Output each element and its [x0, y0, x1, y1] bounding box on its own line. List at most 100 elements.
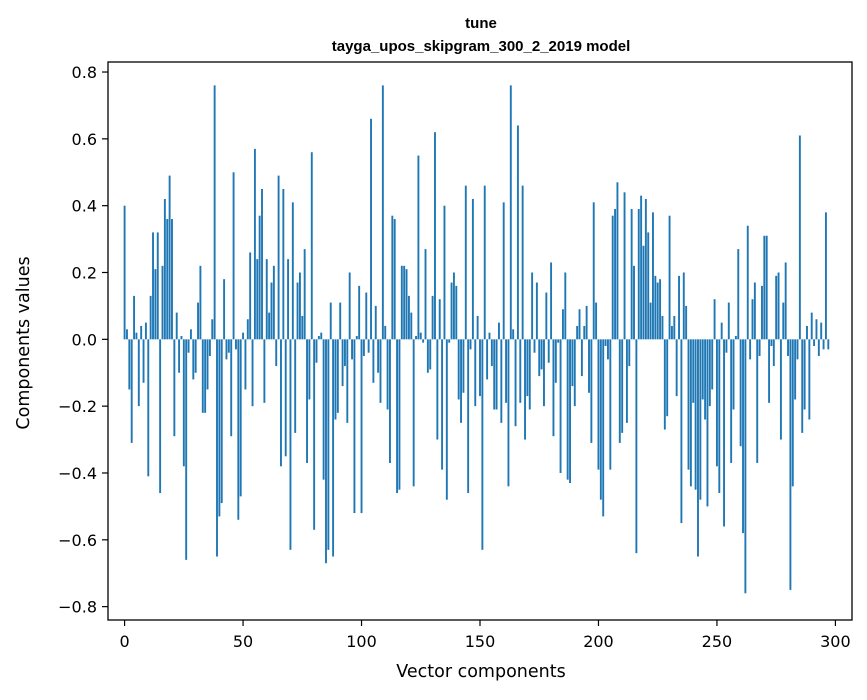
- bar-component-258: [734, 335, 737, 340]
- bar-component-157: [495, 339, 498, 410]
- bar-component-282: [791, 339, 794, 487]
- bar-component-203: [604, 339, 607, 347]
- bar-component-53: [249, 252, 252, 340]
- bar-component-107: [377, 339, 380, 373]
- bar-component-270: [763, 235, 766, 340]
- bar-component-292: [815, 319, 818, 340]
- bar-component-278: [782, 302, 785, 340]
- bar-component-49: [239, 339, 242, 497]
- bar-component-19: [168, 175, 171, 340]
- bar-component-235: [680, 339, 683, 524]
- bar-component-84: [322, 339, 325, 480]
- bar-component-81: [315, 339, 318, 363]
- bar-component-99: [358, 285, 361, 340]
- bar-component-113: [391, 215, 394, 340]
- bar-component-218: [640, 195, 643, 340]
- bar-component-20: [171, 219, 173, 340]
- bar-component-59: [263, 339, 266, 403]
- bar-component-12: [152, 232, 154, 340]
- bar-component-27: [187, 339, 190, 353]
- bar-component-134: [441, 339, 444, 470]
- bar-component-187: [566, 339, 569, 480]
- bar-component-44: [227, 339, 230, 353]
- bar-component-29: [192, 339, 195, 380]
- y-axis-label: Components values: [14, 256, 34, 429]
- x-tick-label: 150: [465, 632, 496, 651]
- bar-component-51: [244, 339, 247, 390]
- bar-component-220: [644, 198, 647, 340]
- bar-component-147: [471, 198, 474, 340]
- bar-component-296: [824, 212, 827, 340]
- bar-component-126: [422, 339, 425, 343]
- bar-component-230: [668, 215, 671, 340]
- bar-component-181: [552, 339, 555, 437]
- bar-component-33: [201, 339, 204, 413]
- bar-component-24: [180, 335, 183, 340]
- bar-component-70: [289, 339, 292, 550]
- bar-component-284: [796, 339, 799, 360]
- bar-component-121: [410, 312, 413, 340]
- bar-component-123: [415, 335, 417, 340]
- bar-component-85: [325, 339, 327, 564]
- bar-component-32: [199, 265, 202, 340]
- bar-component-35: [206, 339, 209, 390]
- bar-component-275: [775, 275, 778, 340]
- bar-component-273: [770, 339, 773, 347]
- bar-component-167: [519, 339, 522, 403]
- bar-component-74: [298, 272, 301, 340]
- bar-component-9: [144, 322, 147, 340]
- bar-component-127: [424, 249, 427, 340]
- bar-component-166: [516, 125, 519, 340]
- bar-component-204: [607, 339, 609, 360]
- bar-component-226: [659, 279, 662, 340]
- bar-component-28: [189, 329, 192, 340]
- bar-component-289: [808, 339, 811, 420]
- bar-component-106: [374, 305, 377, 340]
- bar-component-173: [533, 339, 536, 353]
- bar-component-88: [332, 339, 335, 557]
- bar-component-131: [434, 132, 436, 340]
- y-tick-label: 0.6: [72, 130, 97, 149]
- bar-component-229: [666, 339, 669, 417]
- bar-component-265: [751, 299, 754, 340]
- bar-component-117: [400, 265, 403, 340]
- bar-component-143: [462, 339, 465, 393]
- bar-component-159: [500, 339, 503, 423]
- bar-component-36: [208, 339, 211, 357]
- bar-component-152: [483, 185, 486, 340]
- bar-component-77: [306, 339, 308, 463]
- bar-component-177: [543, 339, 545, 407]
- bar-component-285: [798, 135, 801, 340]
- bar-component-42: [223, 279, 226, 340]
- bar-component-47: [235, 339, 237, 350]
- bar-component-176: [540, 339, 543, 370]
- y-tick-label: −0.8: [58, 598, 97, 617]
- bar-component-193: [580, 339, 583, 377]
- bar-component-39: [216, 339, 218, 557]
- bar-component-98: [355, 335, 358, 340]
- bar-component-46: [232, 172, 235, 340]
- bar-component-149: [476, 315, 479, 340]
- bar-component-219: [642, 245, 645, 340]
- bar-component-56: [256, 259, 259, 340]
- bar-component-215: [633, 265, 635, 340]
- bar-component-80: [313, 339, 316, 530]
- bar-component-14: [156, 232, 159, 340]
- bar-component-217: [637, 209, 640, 340]
- bar-component-125: [419, 332, 422, 340]
- bar-component-7: [140, 325, 143, 340]
- bar-component-79: [310, 152, 313, 340]
- bar-component-66: [280, 339, 282, 467]
- x-tick-label: 0: [119, 632, 129, 651]
- bar-component-5: [135, 332, 138, 340]
- bar-component-200: [597, 339, 600, 470]
- bar-component-169: [524, 339, 526, 440]
- bar-component-188: [569, 339, 571, 484]
- x-tick-label: 200: [583, 632, 614, 651]
- plot-area-frame: [107, 61, 853, 621]
- bar-component-132: [436, 339, 439, 440]
- bar-component-252: [720, 322, 723, 340]
- bar-component-69: [287, 259, 290, 340]
- bar-component-210: [621, 339, 624, 433]
- bar-component-227: [661, 315, 664, 340]
